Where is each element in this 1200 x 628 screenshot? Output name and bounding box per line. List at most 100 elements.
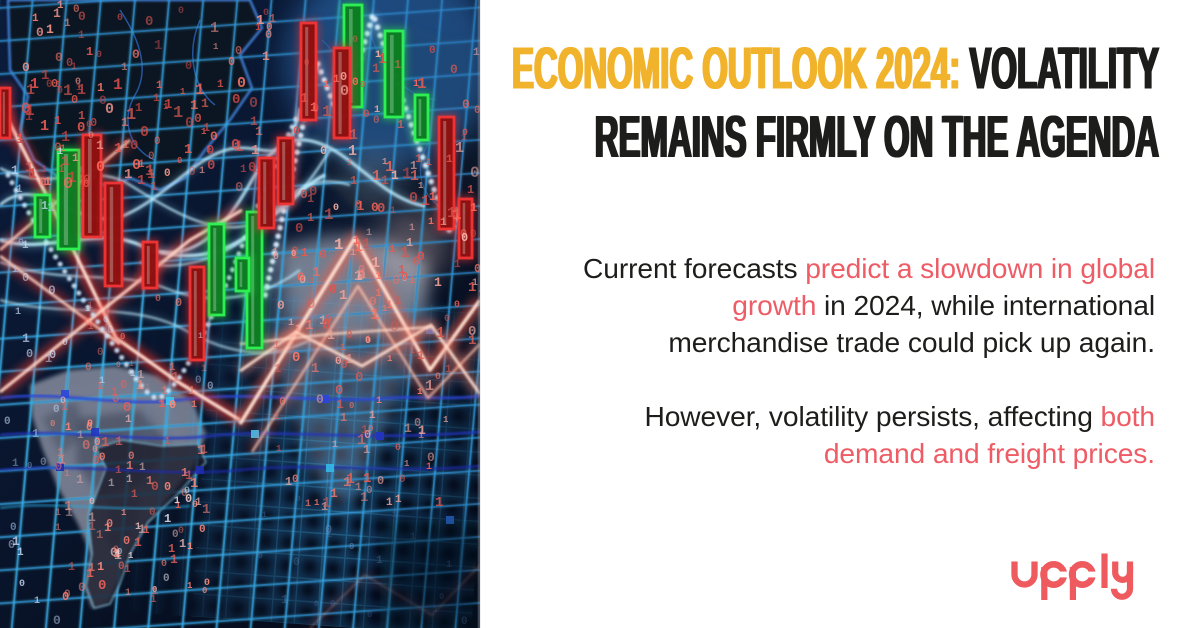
svg-text:0: 0 bbox=[414, 416, 421, 430]
svg-text:1: 1 bbox=[130, 369, 136, 379]
svg-text:0: 0 bbox=[293, 126, 300, 138]
svg-text:0: 0 bbox=[401, 270, 408, 284]
svg-text:0: 0 bbox=[413, 254, 421, 269]
svg-text:1: 1 bbox=[128, 551, 134, 561]
svg-text:1: 1 bbox=[65, 422, 72, 434]
svg-text:1: 1 bbox=[145, 162, 155, 180]
svg-text:1: 1 bbox=[16, 184, 23, 196]
svg-text:1: 1 bbox=[346, 471, 355, 488]
svg-text:1: 1 bbox=[378, 51, 387, 68]
svg-text:1: 1 bbox=[447, 205, 456, 222]
svg-text:0: 0 bbox=[462, 128, 468, 139]
svg-text:0: 0 bbox=[49, 348, 56, 362]
svg-text:1: 1 bbox=[203, 121, 210, 135]
svg-text:1: 1 bbox=[134, 535, 142, 550]
svg-text:1: 1 bbox=[404, 459, 410, 469]
svg-text:0: 0 bbox=[195, 375, 202, 387]
svg-text:1: 1 bbox=[113, 547, 120, 561]
svg-text:1: 1 bbox=[285, 475, 292, 489]
svg-text:1: 1 bbox=[389, 244, 396, 256]
svg-text:0: 0 bbox=[148, 151, 155, 163]
svg-text:1: 1 bbox=[76, 83, 82, 94]
svg-text:0: 0 bbox=[454, 300, 460, 311]
svg-text:0: 0 bbox=[53, 404, 60, 416]
svg-text:0: 0 bbox=[85, 362, 92, 374]
svg-text:1: 1 bbox=[121, 62, 128, 74]
svg-text:0: 0 bbox=[427, 450, 435, 465]
svg-text:1: 1 bbox=[370, 306, 380, 324]
svg-text:1: 1 bbox=[251, 143, 259, 159]
svg-text:1: 1 bbox=[56, 80, 62, 91]
svg-text:0: 0 bbox=[470, 164, 480, 182]
svg-text:1: 1 bbox=[217, 79, 224, 91]
svg-text:0: 0 bbox=[249, 95, 258, 112]
svg-text:1: 1 bbox=[145, 383, 150, 392]
svg-text:0: 0 bbox=[110, 545, 118, 560]
svg-text:0: 0 bbox=[103, 316, 108, 325]
svg-text:0: 0 bbox=[118, 561, 125, 573]
svg-text:0: 0 bbox=[82, 438, 90, 454]
svg-text:1: 1 bbox=[381, 173, 389, 188]
svg-text:1: 1 bbox=[111, 385, 118, 399]
svg-text:0: 0 bbox=[291, 249, 296, 259]
svg-text:1: 1 bbox=[468, 333, 476, 349]
svg-text:0: 0 bbox=[164, 480, 171, 494]
svg-text:0: 0 bbox=[96, 50, 102, 61]
svg-text:0: 0 bbox=[228, 55, 235, 69]
svg-text:1: 1 bbox=[147, 167, 155, 183]
svg-text:0: 0 bbox=[163, 573, 170, 585]
svg-text:0: 0 bbox=[178, 526, 184, 537]
svg-text:1: 1 bbox=[41, 199, 48, 213]
svg-text:1: 1 bbox=[72, 153, 79, 165]
svg-text:1: 1 bbox=[65, 505, 73, 520]
svg-text:1: 1 bbox=[410, 159, 417, 173]
svg-text:0: 0 bbox=[123, 400, 131, 416]
svg-text:1: 1 bbox=[255, 124, 263, 139]
svg-text:1: 1 bbox=[86, 566, 94, 581]
svg-text:1: 1 bbox=[434, 275, 442, 290]
svg-text:1: 1 bbox=[413, 79, 419, 90]
svg-text:1: 1 bbox=[175, 501, 181, 512]
svg-text:0: 0 bbox=[132, 157, 141, 174]
svg-text:1: 1 bbox=[64, 499, 72, 515]
svg-text:1: 1 bbox=[25, 160, 33, 176]
svg-text:1: 1 bbox=[22, 240, 29, 252]
svg-text:0: 0 bbox=[322, 317, 331, 334]
svg-text:1: 1 bbox=[164, 97, 172, 113]
svg-text:1: 1 bbox=[202, 502, 210, 518]
svg-text:1: 1 bbox=[213, 42, 219, 52]
svg-text:0: 0 bbox=[237, 75, 246, 92]
svg-text:0: 0 bbox=[330, 599, 335, 609]
svg-text:1: 1 bbox=[61, 400, 68, 414]
svg-text:1: 1 bbox=[195, 497, 202, 509]
svg-text:1: 1 bbox=[343, 475, 351, 491]
svg-text:0: 0 bbox=[46, 79, 53, 91]
svg-text:0: 0 bbox=[22, 271, 29, 285]
svg-text:1: 1 bbox=[357, 432, 366, 449]
svg-text:1: 1 bbox=[150, 179, 158, 194]
svg-text:0: 0 bbox=[314, 600, 319, 609]
svg-text:0: 0 bbox=[120, 378, 127, 392]
svg-text:0: 0 bbox=[185, 492, 192, 506]
svg-text:1: 1 bbox=[187, 542, 193, 553]
svg-text:1: 1 bbox=[30, 76, 39, 93]
svg-text:1: 1 bbox=[348, 143, 357, 160]
svg-text:0: 0 bbox=[152, 585, 157, 595]
svg-text:0: 0 bbox=[85, 318, 90, 328]
svg-text:1: 1 bbox=[394, 294, 401, 308]
svg-text:1: 1 bbox=[22, 331, 30, 346]
svg-text:0: 0 bbox=[409, 190, 418, 207]
svg-text:0: 0 bbox=[92, 445, 98, 456]
svg-text:1: 1 bbox=[198, 332, 203, 341]
svg-text:1: 1 bbox=[409, 275, 416, 287]
svg-text:1: 1 bbox=[17, 547, 24, 559]
svg-text:0: 0 bbox=[169, 398, 176, 412]
svg-text:1: 1 bbox=[40, 118, 49, 135]
svg-text:0: 0 bbox=[248, 160, 256, 176]
svg-text:1: 1 bbox=[314, 498, 320, 508]
svg-text:0: 0 bbox=[355, 198, 362, 212]
svg-text:1: 1 bbox=[340, 343, 346, 354]
svg-text:1: 1 bbox=[121, 508, 127, 518]
svg-text:1: 1 bbox=[200, 442, 208, 457]
svg-text:1: 1 bbox=[295, 324, 301, 335]
